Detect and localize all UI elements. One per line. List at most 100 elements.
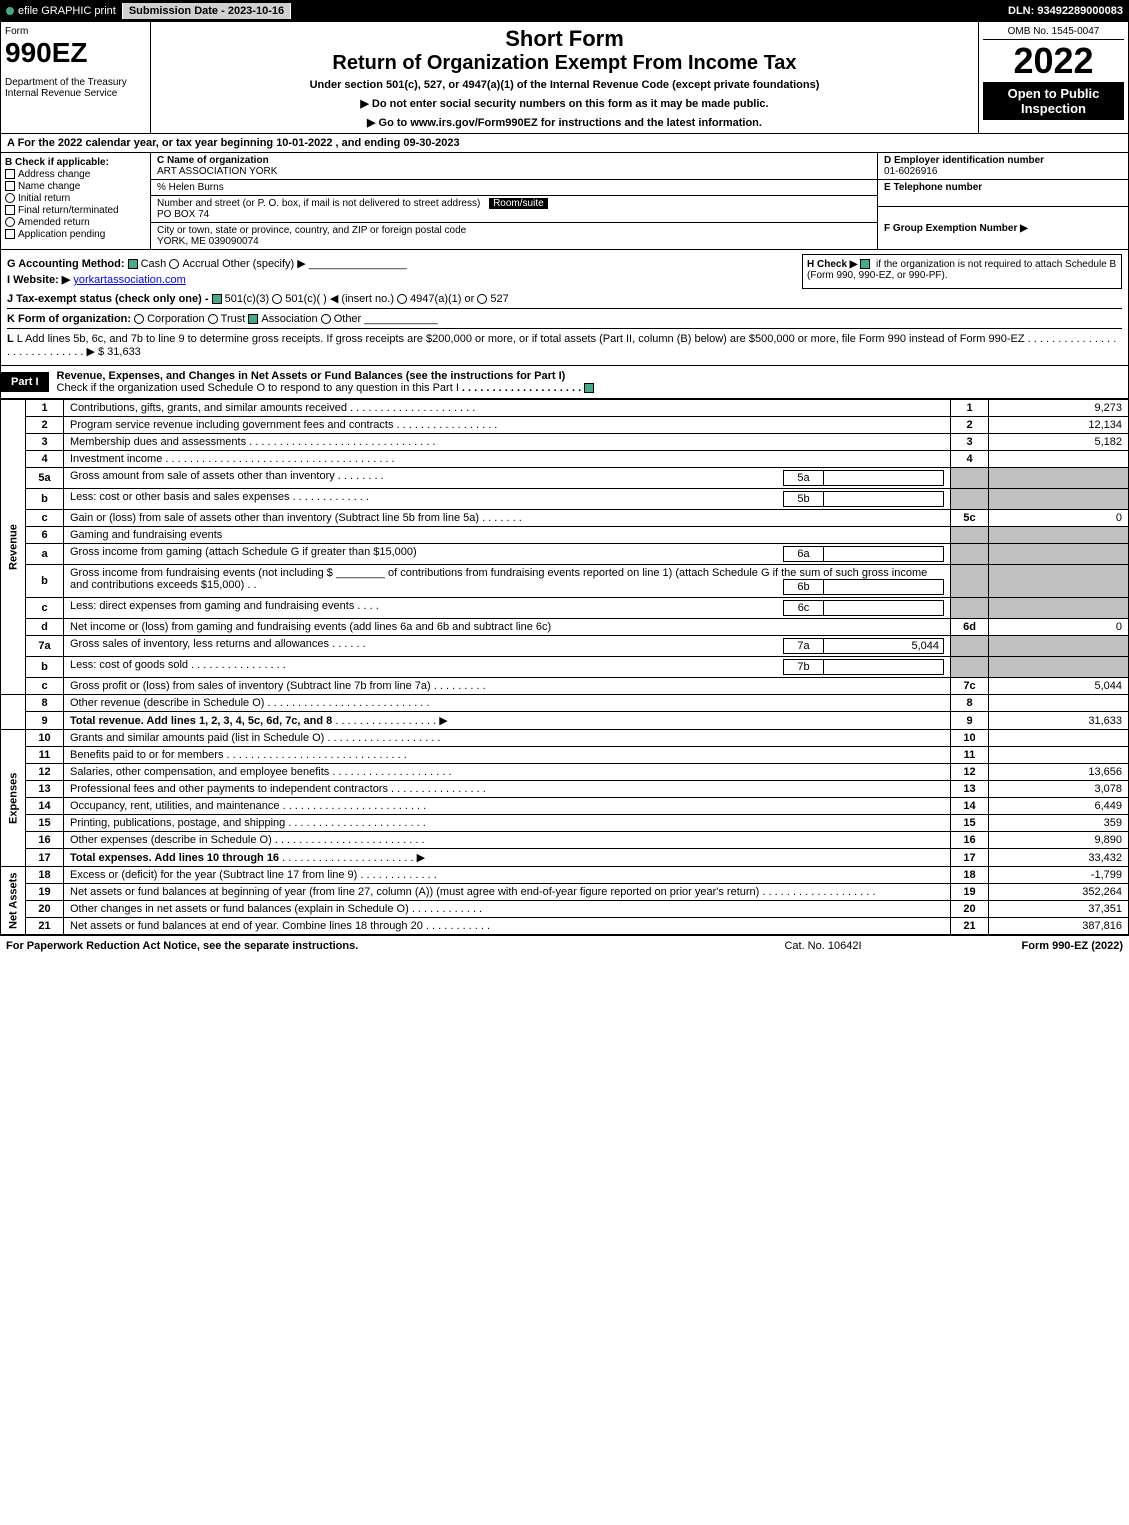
j-501c3-check[interactable] [212, 294, 222, 304]
line-6a-desc: Gross income from gaming (attach Schedul… [70, 546, 417, 558]
street-label: Number and street (or P. O. box, if mail… [157, 198, 480, 209]
k-label: K Form of organization: [7, 313, 131, 325]
line-11-desc: Benefits paid to or for members [70, 749, 223, 761]
line-7a-val-shaded [989, 636, 1129, 657]
line-16-desc: Other expenses (describe in Schedule O) [70, 834, 272, 846]
line-6-val-shaded [989, 527, 1129, 544]
line-18-desc: Excess or (deficit) for the year (Subtra… [70, 869, 357, 881]
line-7c-val: 5,044 [989, 678, 1129, 695]
check-initial[interactable]: Initial return [5, 193, 146, 204]
line-15-ref: 15 [951, 815, 989, 832]
line-6c-num: c [26, 598, 64, 619]
j-501c-label: 501(c)( ) ◀ (insert no.) [285, 293, 394, 305]
part1-checkbox[interactable] [584, 383, 594, 393]
line-6d-desc: Net income or (loss) from gaming and fun… [64, 619, 951, 636]
tax-exempt-row: J Tax-exempt status (check only one) - 5… [7, 292, 1122, 305]
accrual-radio[interactable] [169, 259, 179, 269]
line-7a-ref-shaded [951, 636, 989, 657]
line-6a-subval [824, 547, 944, 562]
j-501c-radio[interactable] [272, 294, 282, 304]
line-5c-desc: Gain or (loss) from sale of assets other… [70, 512, 479, 524]
cash-label: Cash [141, 258, 167, 270]
line-7b-subref: 7b [784, 660, 824, 675]
k-other-label: Other [334, 313, 362, 325]
website-row: I Website: ▶ yorkartassociation.com [7, 273, 802, 286]
j-527-label: 527 [490, 293, 508, 305]
line-6-ref-shaded [951, 527, 989, 544]
line-10-ref: 10 [951, 730, 989, 747]
irs-label: Internal Revenue Service [5, 88, 146, 99]
line-4-num: 4 [26, 451, 64, 468]
omb-number: OMB No. 1545-0047 [983, 26, 1124, 40]
line-9-num: 9 [26, 712, 64, 730]
line-6b-val-shaded [989, 565, 1129, 598]
line-7a-subref: 7a [784, 639, 824, 654]
line-7a-subval: 5,044 [824, 639, 944, 654]
check-final[interactable]: Final return/terminated [5, 205, 146, 216]
j-527-radio[interactable] [477, 294, 487, 304]
line-10-num: 10 [26, 730, 64, 747]
line-13-val: 3,078 [989, 781, 1129, 798]
footer-notice: For Paperwork Reduction Act Notice, see … [6, 940, 358, 952]
revenue-table: Revenue 1 Contributions, gifts, grants, … [0, 399, 1129, 935]
city-row: City or town, state or province, country… [151, 223, 877, 249]
line-3-num: 3 [26, 434, 64, 451]
line-12-num: 12 [26, 764, 64, 781]
section-a: A For the 2022 calendar year, or tax yea… [0, 134, 1129, 153]
line-3-ref: 3 [951, 434, 989, 451]
line-6a-num: a [26, 544, 64, 565]
line-6-desc: Gaming and fundraising events [64, 527, 951, 544]
street-value: PO BOX 74 [157, 209, 871, 220]
top-bar: efile GRAPHIC print Submission Date - 20… [0, 0, 1129, 22]
check-address[interactable]: Address change [5, 169, 146, 180]
k-trust-label: Trust [221, 313, 246, 325]
line-7c-desc: Gross profit or (loss) from sales of inv… [70, 680, 431, 692]
line-3-val: 5,182 [989, 434, 1129, 451]
line-4-ref: 4 [951, 451, 989, 468]
city-value: YORK, ME 039090074 [157, 236, 871, 247]
line-21-desc: Net assets or fund balances at end of ye… [70, 920, 423, 932]
k-assoc-check[interactable] [248, 314, 258, 324]
website-link[interactable]: yorkartassociation.com [73, 274, 186, 286]
line-15-val: 359 [989, 815, 1129, 832]
line-6c-ref-shaded [951, 598, 989, 619]
line-7b-num: b [26, 657, 64, 678]
h-checkbox[interactable] [860, 259, 870, 269]
return-title: Return of Organization Exempt From Incom… [155, 52, 974, 75]
cash-checkbox[interactable] [128, 259, 138, 269]
netassets-vlabel: Net Assets [1, 867, 26, 935]
line-12-ref: 12 [951, 764, 989, 781]
line-5b-ref-shaded [951, 489, 989, 510]
line-18-num: 18 [26, 867, 64, 884]
street-row: Number and street (or P. O. box, if mail… [151, 196, 877, 223]
line-18-ref: 18 [951, 867, 989, 884]
line-6d-num: d [26, 619, 64, 636]
j-501c3-label: 501(c)(3) [225, 293, 270, 305]
line-15-num: 15 [26, 815, 64, 832]
tax-year: 2022 [983, 40, 1124, 82]
line-2-desc: Program service revenue including govern… [70, 419, 393, 431]
form-header: Form 990EZ Department of the Treasury In… [0, 22, 1129, 134]
efile-print-link[interactable]: efile GRAPHIC print [0, 3, 123, 19]
column-c: C Name of organization ART ASSOCIATION Y… [151, 153, 878, 249]
line-13-ref: 13 [951, 781, 989, 798]
line-8-num: 8 [26, 695, 64, 712]
line-14-num: 14 [26, 798, 64, 815]
k-corp-radio[interactable] [134, 314, 144, 324]
line-5a-num: 5a [26, 468, 64, 489]
status-dot-icon [6, 7, 14, 15]
line-9-val: 31,633 [989, 712, 1129, 730]
footer: For Paperwork Reduction Act Notice, see … [0, 935, 1129, 956]
line-8-desc: Other revenue (describe in Schedule O) [70, 697, 264, 709]
city-label: City or town, state or province, country… [157, 225, 871, 236]
k-trust-radio[interactable] [208, 314, 218, 324]
line-17-desc: Total expenses. Add lines 10 through 16 [70, 852, 279, 864]
check-pending[interactable]: Application pending [5, 229, 146, 240]
check-name[interactable]: Name change [5, 181, 146, 192]
j-4947-radio[interactable] [397, 294, 407, 304]
line-14-val: 6,449 [989, 798, 1129, 815]
dln-number: DLN: 93492289000083 [1002, 3, 1129, 19]
check-amended[interactable]: Amended return [5, 217, 146, 228]
column-de: D Employer identification number 01-6026… [878, 153, 1128, 249]
k-other-radio[interactable] [321, 314, 331, 324]
